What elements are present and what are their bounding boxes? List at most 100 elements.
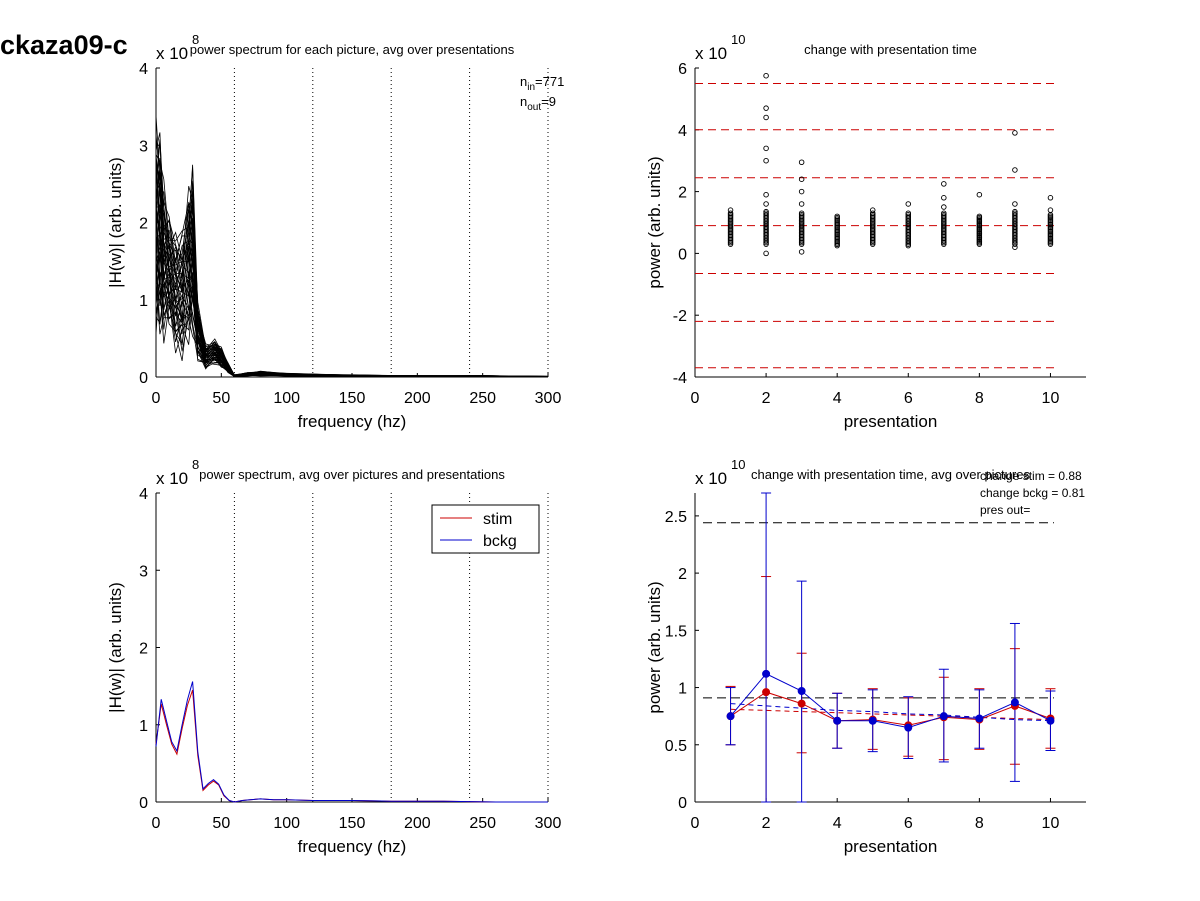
- y-tick-label: 1: [139, 718, 148, 735]
- x-tick-label: 0: [691, 815, 700, 832]
- series-line-bckg: [730, 673, 1051, 729]
- spectrum-trace: [155, 134, 549, 377]
- x-tick-label: 8: [975, 390, 984, 407]
- x-axis-label: frequency (hz): [298, 412, 407, 431]
- data-point: [763, 201, 769, 207]
- x-tick-label: 2: [762, 390, 771, 407]
- data-point: [1012, 244, 1018, 250]
- x-tick-label: 8: [975, 815, 984, 832]
- data-point-bckg: [1010, 698, 1019, 707]
- data-point: [763, 208, 769, 215]
- y-axis-label: power (arb. units): [645, 581, 664, 713]
- x-tick-label: 6: [904, 815, 913, 832]
- data-point: [763, 114, 769, 121]
- y-multiplier-exponent: 10: [731, 32, 745, 47]
- data-point: [869, 207, 876, 213]
- x-tick-label: 300: [535, 390, 562, 407]
- y-tick-label: -2: [673, 308, 687, 325]
- spectrum-trace: [155, 272, 549, 378]
- spectrum-trace: [155, 154, 549, 377]
- data-point: [905, 210, 912, 216]
- spectrum-trace: [155, 171, 549, 377]
- chart-2: 0 2 4 6 8 10 -4 -2 0 2 4 6 x 10 10 change with present…: [645, 32, 1086, 431]
- spectrum-trace: [155, 115, 549, 377]
- x-tick-label: 250: [469, 390, 496, 407]
- y-tick-label: 0: [139, 370, 148, 387]
- y-multiplier-base: x 10: [695, 44, 727, 63]
- legend-label: stim: [483, 511, 512, 528]
- y-tick-label: -4: [673, 370, 687, 387]
- data-point: [869, 210, 876, 216]
- data-point: [941, 195, 947, 201]
- chart-title: change with presentation time: [804, 42, 977, 57]
- x-tick-label: 50: [212, 390, 230, 407]
- y-multiplier-exponent: 8: [192, 32, 199, 47]
- x-axis-label: presentation: [844, 837, 938, 856]
- spectrum-trace: [155, 206, 549, 377]
- data-point: [763, 157, 769, 164]
- y-axis-label: |H(w)| (arb. units): [106, 157, 125, 288]
- data-point-bckg: [762, 669, 771, 678]
- x-tick-label: 6: [904, 390, 913, 407]
- stats-annotation: pres out=: [980, 503, 1030, 517]
- y-tick-label: 1: [678, 681, 687, 698]
- data-point: [763, 250, 769, 257]
- data-point: [976, 213, 983, 220]
- x-tick-label: 100: [273, 390, 300, 407]
- x-tick-label: 0: [152, 390, 161, 407]
- y-tick-label: 2: [678, 566, 687, 583]
- chart-title: power spectrum, avg over pictures and pr…: [199, 467, 505, 482]
- data-point: [798, 249, 805, 255]
- legend-box: [431, 504, 540, 554]
- data-point: [941, 204, 947, 210]
- data-point: [905, 212, 912, 218]
- series-line-bckg: [155, 681, 548, 803]
- data-point-stim: [762, 688, 771, 697]
- chart-title: change with presentation time, avg over …: [751, 467, 1030, 482]
- data-point-bckg: [833, 716, 842, 725]
- series-line-stim: [730, 691, 1051, 726]
- y-tick-label: 4: [139, 486, 148, 503]
- y-tick-label: 0.5: [665, 738, 687, 755]
- y-tick-label: 4: [139, 61, 148, 78]
- data-point: [763, 191, 769, 198]
- y-axis-label: |H(w)| (arb. units): [106, 582, 125, 713]
- data-point: [763, 210, 769, 216]
- y-tick-label: 0: [678, 795, 687, 812]
- data-point: [1047, 207, 1054, 213]
- data-point: [941, 210, 947, 216]
- y-tick-label: 2.5: [665, 509, 687, 526]
- stats-annotation: change stim = 0.88: [980, 469, 1082, 483]
- data-point: [798, 188, 805, 195]
- spectrum-trace: [155, 239, 548, 378]
- data-point: [763, 72, 769, 79]
- y-tick-label: 0: [139, 795, 148, 812]
- data-point: [798, 210, 805, 216]
- y-axis-label: power (arb. units): [645, 156, 664, 288]
- data-point-bckg: [1046, 716, 1055, 725]
- data-point: [727, 210, 734, 216]
- spectrum-trace: [155, 139, 549, 377]
- x-tick-label: 4: [833, 390, 842, 407]
- x-tick-label: 50: [212, 815, 230, 832]
- data-point: [798, 159, 805, 165]
- data-point: [905, 201, 912, 207]
- chart-4: 0 2 4 6 8 10 0 0.5 1 1.5 2 2.5 x 10 10 change with pre…: [645, 457, 1086, 856]
- stats-annotation: change bckg = 0.81: [980, 486, 1085, 500]
- data-point-bckg: [904, 723, 913, 732]
- spectrum-trace: [155, 272, 549, 378]
- x-tick-label: 200: [404, 390, 431, 407]
- y-multiplier-base: x 10: [156, 469, 188, 488]
- x-tick-label: 150: [339, 815, 366, 832]
- x-tick-label: 2: [762, 815, 771, 832]
- data-point-bckg: [939, 712, 948, 721]
- x-tick-label: 250: [469, 815, 496, 832]
- x-tick-label: 0: [152, 815, 161, 832]
- figure-label: ckaza09-c: [0, 30, 128, 60]
- y-multiplier-base: x 10: [695, 469, 727, 488]
- data-point: [1012, 208, 1018, 215]
- data-point: [1012, 201, 1018, 207]
